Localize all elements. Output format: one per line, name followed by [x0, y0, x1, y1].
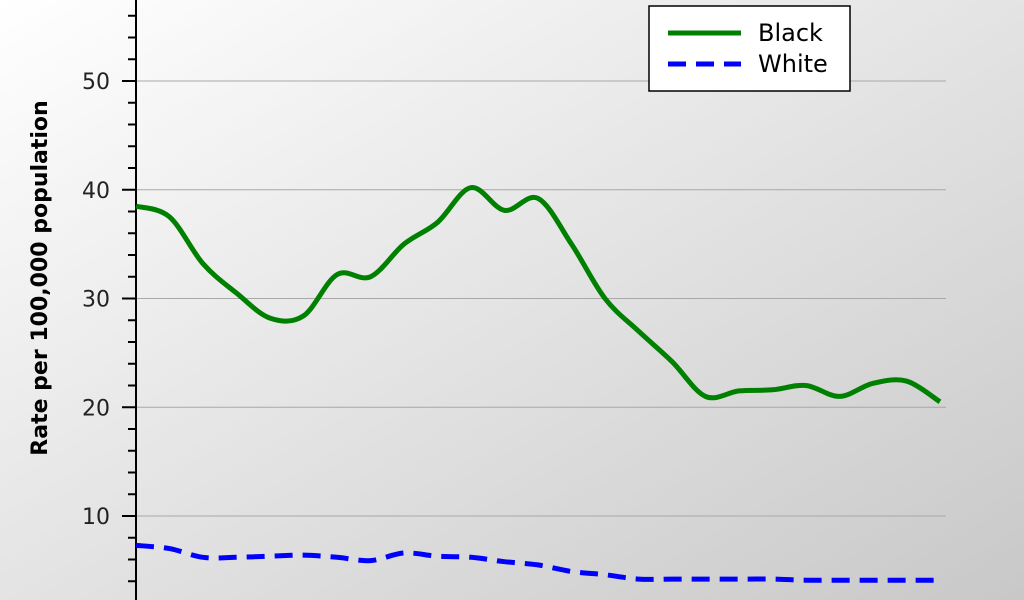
gridlines	[136, 80, 946, 517]
legend-label-black: Black	[758, 19, 823, 47]
legend-label-white: White	[758, 50, 828, 78]
series-line-white	[135, 542, 940, 583]
legend: Black White	[648, 5, 851, 92]
y-tick-label-30: 30	[82, 288, 110, 313]
legend-box	[648, 5, 851, 92]
series-line-black	[135, 185, 942, 404]
y-tick-label-50: 50	[82, 70, 110, 95]
series-lines	[135, 185, 942, 583]
y-tick-label-20: 20	[82, 396, 110, 421]
y-axis: 10 20 30 40 50	[82, 0, 137, 600]
y-tick-label-40: 40	[82, 179, 110, 204]
y-axis-title: Rate per 100,000 population	[28, 100, 53, 455]
y-tick-label-10: 10	[82, 505, 110, 530]
